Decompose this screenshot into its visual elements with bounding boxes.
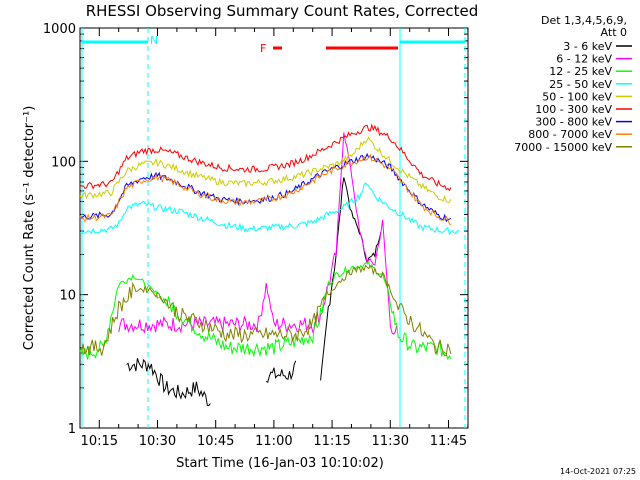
timestamp: 14-Oct-2021 07:25 [560, 467, 636, 476]
legend-header: Det 1,3,4,5,6,9, [541, 14, 627, 27]
orbit-annotations: N F [81, 28, 466, 428]
chart-title: RHESSI Observing Summary Count Rates, Co… [86, 2, 479, 20]
y-axis-ticks: 1 10 100 1000 [43, 22, 468, 437]
x-axis-label: Start Time (16-Jan-03 10:10:02) [176, 456, 384, 471]
x-tick-label: 11:45 [430, 434, 467, 449]
y-axis-label: Corrected Count Rate (s⁻¹ detector⁻¹) [22, 106, 37, 351]
legend-label: 7000 - 15000 keV [514, 141, 612, 154]
series-line-8 [79, 264, 452, 357]
series-line-2 [79, 261, 452, 360]
x-tick-label: 11:15 [313, 434, 350, 449]
series-line-0 [126, 177, 382, 407]
legend-label: 100 - 300 keV [535, 103, 612, 116]
legend-label: 800 - 7000 keV [528, 128, 612, 141]
series-line-1 [118, 132, 398, 335]
x-tick-label: 10:30 [139, 434, 176, 449]
series-line-4 [79, 136, 452, 203]
y-tick-label: 100 [51, 155, 76, 170]
legend-header: Att 0 [601, 26, 627, 39]
x-tick-label: 10:15 [81, 434, 118, 449]
legend-label: 12 - 25 keV [549, 65, 612, 78]
flare-label: F [260, 42, 266, 55]
legend-label: 50 - 100 keV [542, 90, 612, 103]
series-line-7 [79, 153, 452, 226]
legend-label: 6 - 12 keV [556, 53, 612, 66]
y-tick-label: 10 [59, 289, 76, 304]
night-label: N [150, 34, 158, 47]
y-tick-label: 1 [68, 422, 76, 437]
legend-label: 300 - 800 keV [535, 116, 612, 129]
x-tick-label: 11:30 [372, 434, 409, 449]
series-line-5 [79, 123, 452, 192]
y-tick-label: 1000 [43, 22, 76, 37]
series-line-3 [79, 182, 459, 236]
legend-label: 25 - 50 keV [549, 78, 612, 91]
x-tick-label: 10:45 [197, 434, 234, 449]
x-tick-label: 11:00 [255, 434, 292, 449]
x-axis-ticks: 10:15 10:30 10:45 11:00 11:15 11:30 11:45 [81, 28, 469, 449]
series-lines [79, 123, 459, 407]
legend-label: 3 - 6 keV [563, 40, 612, 53]
